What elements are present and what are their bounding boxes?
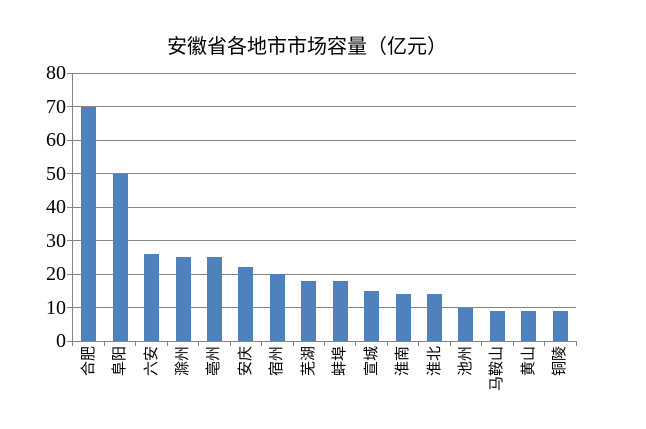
x-axis-category-label: 蚌埠 [332,346,349,377]
x-axis-category-label: 宿州 [269,346,286,377]
y-axis-tick-label: 60 [46,129,66,151]
bar [395,294,411,341]
gridline [73,273,576,275]
y-axis-tick [67,106,73,107]
gridline [73,72,576,74]
x-axis-tick [198,341,200,346]
x-axis-category-label: 安庆 [237,346,254,377]
x-axis-tick [229,341,231,346]
x-axis-category-label: 滁州 [175,346,192,377]
x-axis-tick [544,341,546,346]
x-axis-category-label: 淮南 [395,346,412,377]
x-axis-tick [324,341,325,346]
x-axis-category-label: 芜湖 [300,346,317,377]
bar [552,310,568,341]
y-axis-tick [67,173,73,174]
bar [332,280,348,341]
x-axis-tick [166,341,168,346]
gridline [73,106,576,107]
y-axis-tick [67,206,73,208]
x-axis-line [73,340,576,342]
gridline [73,173,576,174]
y-axis-tick-label: 80 [46,62,66,84]
x-axis-category-label: 宣城 [363,346,380,377]
x-axis-category-label: 六安 [143,346,160,377]
y-axis-tick [67,273,73,275]
x-axis-tick [261,341,263,346]
gridline [73,206,576,208]
bar [206,257,222,341]
x-axis-tick [481,341,483,346]
y-axis-tick [67,72,73,74]
y-axis-tick-label: 40 [46,196,66,218]
y-axis-tick-label: 10 [46,296,66,319]
x-axis-tick [449,341,451,346]
y-axis-tick-label: 50 [46,162,66,185]
y-axis-line [72,73,73,346]
x-axis-category-label: 铜陵 [552,346,569,377]
chart-title: 安徽省各地市市场容量（亿元） [167,36,447,58]
bar [489,310,505,341]
bar [81,106,97,341]
gridline [73,240,576,241]
bar [238,267,254,341]
x-axis-tick [512,341,514,346]
x-axis-category-label: 淮北 [426,346,443,377]
x-axis-category-label: 马鞍山 [489,346,506,392]
bar [458,307,474,341]
x-axis-category-label: 池州 [457,346,474,377]
y-axis-tick-label: 20 [46,263,66,285]
bar [427,294,443,341]
bar [175,257,191,341]
y-axis-tick-label: 70 [46,95,66,118]
y-axis-tick [67,139,73,141]
x-axis-tick [386,341,388,346]
x-axis-category-label: 亳州 [206,346,223,377]
y-axis-tick [67,340,73,342]
y-axis-tick [67,240,73,241]
x-axis-category-label: 阜阳 [112,346,129,377]
bar [364,290,380,341]
y-axis-tick-label: 0 [56,330,66,352]
x-axis-tick [355,341,357,346]
bar [144,253,160,341]
x-axis-tick [135,341,137,346]
x-axis-tick [418,341,420,346]
gridline [73,139,576,141]
bar [269,274,285,341]
x-axis-tick [103,341,105,346]
y-axis-tick [67,307,73,308]
x-axis-tick [292,341,294,346]
bar [521,310,537,341]
x-axis-category-label: 黄山 [520,346,537,377]
y-axis-tick-label: 30 [46,229,66,252]
x-axis-category-label: 合肥 [80,346,97,377]
bar [112,173,128,341]
x-axis-tick [575,341,577,346]
bar [301,280,317,341]
gridline [73,307,576,308]
